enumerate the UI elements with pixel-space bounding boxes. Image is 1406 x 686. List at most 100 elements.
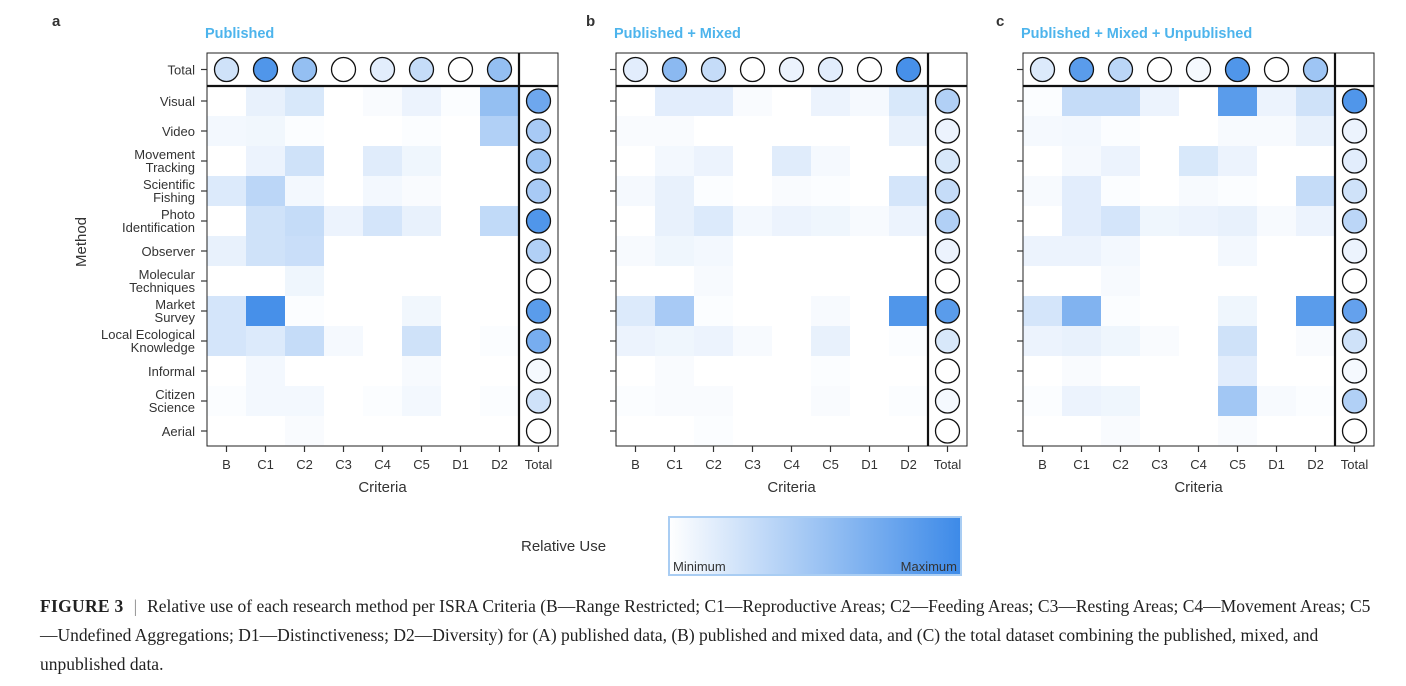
heatmap-cell <box>1062 356 1101 386</box>
heatmap-cell <box>1257 116 1296 146</box>
heatmap-cell <box>655 176 694 206</box>
heatmap-cell <box>1101 356 1140 386</box>
heatmap-cell <box>1101 386 1140 416</box>
x-axis-label: Criteria <box>358 479 407 496</box>
panel-letter: a <box>52 13 61 30</box>
heatmap-cell <box>889 206 928 236</box>
heatmap-cell <box>733 296 772 326</box>
heatmap-cell <box>1296 86 1335 116</box>
total-row-circle <box>1107 56 1134 83</box>
heatmap-cell <box>1179 236 1218 266</box>
heatmap-cell <box>480 266 519 296</box>
heatmap-cell <box>616 146 655 176</box>
x-tick-label: D1 <box>1268 457 1285 472</box>
heatmap-cell <box>655 386 694 416</box>
x-axis-label: Criteria <box>1174 479 1223 496</box>
total-row-circle <box>486 56 513 83</box>
legend-title: Relative Use <box>521 538 606 555</box>
total-column-circle <box>525 358 552 384</box>
total-row-circle <box>330 56 357 83</box>
heatmap-cell <box>811 146 850 176</box>
figure-caption: FIGURE 3 | Relative use of each research m… <box>40 592 1380 679</box>
heatmap-cell <box>850 86 889 116</box>
heatmap-cell <box>246 416 285 446</box>
panel-letter: c <box>996 13 1004 30</box>
heatmap-cell <box>655 116 694 146</box>
heatmap-cell <box>616 206 655 236</box>
total-row-circle <box>1146 56 1173 83</box>
heatmap-cell <box>441 266 480 296</box>
heatmap-cell <box>694 206 733 236</box>
heatmap-cell <box>363 116 402 146</box>
heatmap-cell <box>324 326 363 356</box>
heatmap-cell <box>285 356 324 386</box>
heatmap-cell <box>1062 326 1101 356</box>
heatmap-cell <box>207 386 246 416</box>
heatmap-cell <box>1218 326 1257 356</box>
heatmap-cell <box>889 326 928 356</box>
heatmap-cell <box>733 326 772 356</box>
panel-title: Published + Mixed + Unpublished <box>1021 26 1252 42</box>
heatmap-cell <box>246 116 285 146</box>
x-tick-label: C1 <box>257 457 274 472</box>
heatmap-cell <box>480 146 519 176</box>
heatmap-cell <box>811 326 850 356</box>
heatmap-cell <box>1218 386 1257 416</box>
total-column-circle <box>525 268 552 294</box>
heatmap-cell <box>772 146 811 176</box>
heatmap-cell <box>441 116 480 146</box>
heatmap-cell <box>772 266 811 296</box>
heatmap-cell <box>1023 86 1062 116</box>
y-tick-label: Citizen Science <box>149 387 195 415</box>
total-row-circle <box>213 56 240 83</box>
heatmap-cell <box>1140 356 1179 386</box>
heatmap-cell <box>441 86 480 116</box>
heatmap-cell <box>480 236 519 266</box>
total-row-circle <box>1263 56 1290 83</box>
heatmap-cell <box>616 296 655 326</box>
heatmap-cell <box>811 176 850 206</box>
x-tick-label: C4 <box>783 457 800 472</box>
heatmap-cell <box>811 416 850 446</box>
total-row-circle <box>661 56 688 83</box>
heatmap-cell <box>1179 116 1218 146</box>
x-tick-label: C1 <box>1073 457 1090 472</box>
heatmap-cell <box>1257 266 1296 296</box>
y-tick-label: Local Ecological Knowledge <box>101 327 195 355</box>
x-tick-label: C3 <box>744 457 761 472</box>
heatmap-cell <box>324 116 363 146</box>
x-tick-label: C5 <box>822 457 839 472</box>
total-column-circle <box>934 208 961 234</box>
heatmap-cell <box>1257 236 1296 266</box>
legend-min-label: Minimum <box>673 559 726 574</box>
heatmap-cell <box>1257 296 1296 326</box>
heatmap-cell <box>694 386 733 416</box>
total-column-circle <box>525 88 552 114</box>
heatmap-cell <box>285 296 324 326</box>
x-tick-label: C2 <box>296 457 313 472</box>
heatmap-cell <box>850 266 889 296</box>
heatmap-cell <box>1218 146 1257 176</box>
heatmap-cell <box>1023 146 1062 176</box>
heatmap-cell <box>1062 386 1101 416</box>
y-tick-label: Informal <box>148 364 195 379</box>
heatmap-cell <box>441 326 480 356</box>
heatmap-cell <box>246 356 285 386</box>
heatmap-cell <box>655 326 694 356</box>
total-row-circle <box>1185 56 1212 83</box>
total-column-circle <box>1341 358 1368 384</box>
heatmap-cell <box>889 266 928 296</box>
heatmap-cell <box>1296 266 1335 296</box>
heatmap-cell <box>363 86 402 116</box>
heatmap-cell <box>772 176 811 206</box>
total-row-circle <box>369 56 396 83</box>
total-row-circle <box>291 56 318 83</box>
y-tick-label: Scientific Fishing <box>143 177 196 205</box>
total-row-circle <box>856 56 883 83</box>
y-tick-label: Molecular Techniques <box>129 267 195 295</box>
heatmap-cell <box>207 176 246 206</box>
heatmap-cell <box>616 326 655 356</box>
heatmap-cell <box>733 206 772 236</box>
heatmap-cell <box>246 326 285 356</box>
heatmap-cell <box>1140 206 1179 236</box>
